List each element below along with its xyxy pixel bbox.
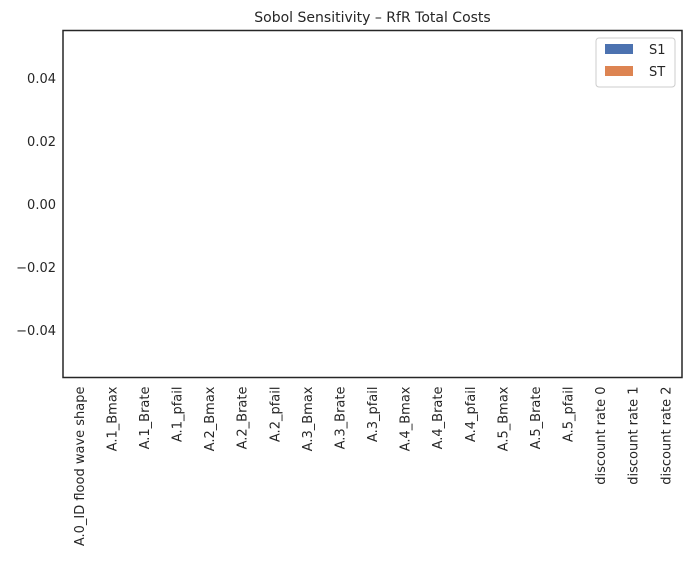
x-tick-label: discount rate 2 <box>659 387 674 485</box>
x-tick-label: discount rate 0 <box>594 387 609 485</box>
chart-title: Sobol Sensitivity – RfR Total Costs <box>254 10 490 26</box>
y-axis-ticks: 0.04 0.02 0.00 −0.02 −0.04 <box>16 72 56 339</box>
x-axis-ticks: A.0_ID flood wave shape A.1_Bmax A.1_Brate… <box>73 386 674 546</box>
x-tick-label: A.1_Bmax <box>105 386 120 451</box>
legend-label-st: ST <box>649 65 665 80</box>
x-tick-label: A.2_Bmax <box>203 386 218 451</box>
x-tick-label: A.5_Brate <box>529 387 544 450</box>
x-tick-label: A.1_pfail <box>171 387 186 443</box>
x-tick-label: A.3_Bmax <box>301 386 316 451</box>
legend-label-s1: S1 <box>649 43 666 58</box>
x-tick-label: A.2_Brate <box>236 387 251 450</box>
y-tick-label: −0.04 <box>16 324 56 339</box>
x-tick-label: A.4_pfail <box>464 386 479 442</box>
x-tick-label: A.4_Brate <box>431 387 446 450</box>
legend: S1 ST <box>595 37 676 88</box>
y-tick-label: 0.04 <box>27 72 56 87</box>
y-tick-label: 0.02 <box>27 135 56 150</box>
x-tick-label: A.1_Brate <box>138 387 153 450</box>
y-tick-label: −0.02 <box>16 261 56 276</box>
y-tick-label: 0.00 <box>27 198 56 213</box>
x-tick-label: A.3_Brate <box>333 387 348 450</box>
x-tick-label: A.2_pfail <box>268 387 283 443</box>
legend-swatch-st <box>605 66 633 76</box>
x-tick-label: A.3_pfail <box>366 387 381 443</box>
x-tick-label: A.0_ID flood wave shape <box>73 387 88 547</box>
x-tick-label: A.5_Bmax <box>496 386 511 451</box>
x-tick-label: A.4_Bmax <box>399 386 414 451</box>
x-tick-label: A.5_pfail <box>562 387 577 443</box>
legend-swatch-s1 <box>605 44 633 54</box>
plot-area-frame <box>62 29 683 379</box>
x-tick-label: discount rate 1 <box>627 387 642 485</box>
